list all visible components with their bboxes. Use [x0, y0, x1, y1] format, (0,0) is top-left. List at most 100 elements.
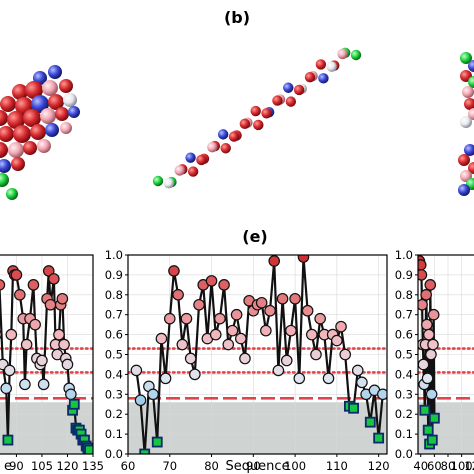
residue-sphere — [60, 122, 72, 134]
y-tick-label: 1.0 — [395, 248, 413, 262]
residue-sphere — [30, 124, 46, 140]
data-point — [20, 338, 33, 351]
data-point — [421, 318, 433, 331]
gray-band — [128, 402, 387, 454]
disorder-profile-charts: 90 105 120 135e0.00.10.20.30.40.50.60.70.80… — [0, 248, 474, 474]
x-axis-title: e — [4, 459, 12, 474]
data-point — [272, 364, 285, 377]
data-point — [42, 265, 55, 277]
y-tick-label: 0.7 — [105, 308, 123, 322]
data-point — [222, 338, 235, 351]
x-tick-label: 120 — [368, 459, 390, 473]
data-point — [3, 364, 16, 377]
y-tick-label: 0.0 — [105, 447, 123, 461]
data-point — [301, 304, 314, 317]
residue-sphere — [163, 178, 175, 189]
residue-sphere — [468, 76, 474, 88]
data-point — [322, 372, 335, 385]
x-tick-label: 90 — [246, 459, 261, 473]
data-point — [193, 298, 205, 311]
x-tick-label: 135 — [82, 459, 104, 473]
y-tick-label: 0.9 — [395, 268, 413, 282]
data-point — [155, 332, 168, 345]
data-point — [351, 364, 364, 377]
residue-sphere — [40, 108, 56, 124]
data-point-ordered — [84, 444, 93, 454]
data-point — [335, 320, 347, 333]
residue-sphere — [0, 142, 8, 158]
data-point — [239, 352, 251, 365]
data-point-ordered — [2, 434, 14, 446]
data-point — [172, 288, 184, 301]
data-point — [234, 332, 247, 345]
protein-structure-renders — [0, 47, 474, 200]
data-point — [218, 279, 230, 291]
residue-sphere — [228, 131, 240, 142]
data-point — [377, 388, 387, 401]
residue-sphere — [48, 94, 64, 110]
residue-sphere — [468, 108, 474, 120]
residue-sphere — [464, 98, 474, 110]
data-point — [56, 292, 69, 305]
data-point — [425, 348, 437, 361]
residue-sphere — [464, 144, 474, 156]
y-tick-label: 0.1 — [395, 427, 413, 441]
residue-sphere — [12, 84, 28, 100]
residue-sphere — [6, 188, 18, 200]
data-point — [168, 265, 180, 277]
data-point — [0, 382, 13, 395]
data-point — [276, 292, 289, 305]
x-tick-label: 110 — [326, 459, 348, 473]
data-point — [427, 338, 439, 351]
residue-sphere — [217, 129, 229, 140]
residue-sphere — [304, 72, 316, 83]
data-point-ordered — [139, 448, 151, 454]
data-point — [176, 338, 189, 351]
data-point — [44, 298, 57, 311]
y-tick-label: 0.0 — [395, 447, 413, 461]
y-tick-label: 0.2 — [395, 407, 413, 421]
data-point — [0, 330, 2, 339]
residue-sphere — [460, 52, 472, 64]
residue-sphere — [468, 162, 474, 174]
data-point — [48, 273, 60, 285]
x-tick-label: 90 — [9, 459, 24, 473]
chart-panel: 0.0 0.1 0.2 0.3 0.4 0.5 0.6 0.7 0.8 0.9 1.0 60 70 80 9… — [105, 248, 390, 474]
data-point — [268, 255, 281, 267]
data-point — [180, 312, 193, 325]
data-point — [260, 324, 272, 337]
data-point — [285, 324, 297, 337]
residue-sphere — [220, 143, 231, 154]
residue-sphere — [68, 106, 80, 118]
data-point — [421, 372, 434, 385]
data-point-ordered — [348, 402, 359, 414]
y-tick-label: 0.8 — [105, 288, 123, 302]
residue-sphere — [0, 173, 9, 187]
structure-left — [0, 65, 80, 200]
data-point — [159, 372, 172, 385]
y-tick-label: 0.2 — [105, 407, 123, 421]
residue-sphere — [283, 82, 294, 93]
data-point — [163, 312, 176, 325]
residue-sphere — [174, 165, 185, 176]
residue-sphere — [318, 73, 329, 84]
data-point — [134, 394, 147, 407]
data-point — [331, 334, 343, 347]
y-tick-label: 0.1 — [105, 427, 123, 441]
residue-sphere — [0, 159, 11, 173]
data-point-ordered — [419, 404, 431, 416]
data-point — [310, 348, 322, 361]
residue-sphere — [23, 109, 41, 127]
y-tick-label: 0.3 — [395, 387, 413, 401]
plot-frame — [0, 254, 94, 455]
residue-sphere — [285, 96, 297, 107]
x-tick-label: 80 — [204, 459, 219, 473]
data-point — [418, 358, 430, 371]
x-tick-label: 120 — [56, 459, 78, 473]
data-point — [418, 269, 428, 281]
y-tick-label: 0.8 — [395, 288, 413, 302]
residue-sphere — [13, 125, 31, 143]
data-point — [27, 279, 40, 291]
residue-sphere — [196, 154, 207, 166]
